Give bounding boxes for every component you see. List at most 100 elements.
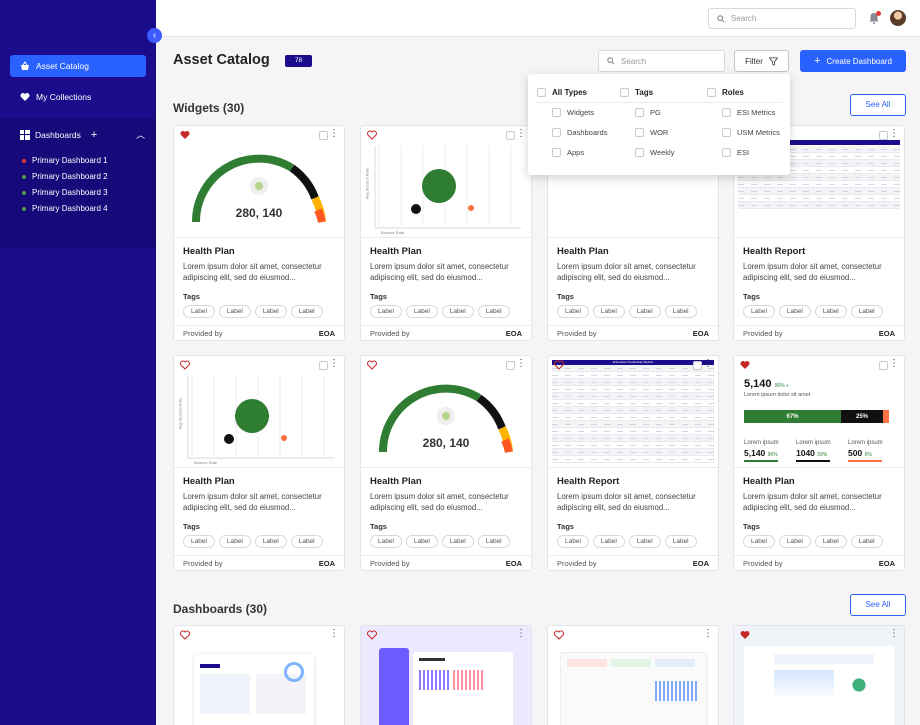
- sidebar-dashboard-1[interactable]: Primary Dashboard 1: [22, 156, 108, 165]
- more-icon[interactable]: ⋮: [889, 628, 899, 639]
- heart-outline-icon[interactable]: [180, 360, 190, 370]
- select-checkbox[interactable]: [319, 131, 328, 140]
- tag-pill[interactable]: Label: [814, 305, 847, 318]
- tag-pill[interactable]: Label: [441, 305, 474, 318]
- filter-option[interactable]: WOR: [635, 128, 668, 137]
- avatar[interactable]: [890, 10, 906, 26]
- tag-pill[interactable]: Label: [592, 305, 625, 318]
- more-icon[interactable]: ⋮: [703, 628, 713, 639]
- dashboard-card-4[interactable]: ⋮: [733, 625, 905, 725]
- filter-option[interactable]: Widgets: [552, 108, 594, 117]
- more-icon[interactable]: ⋮: [889, 128, 899, 139]
- dashboard-card-3[interactable]: ⋮: [547, 625, 719, 725]
- checkbox[interactable]: [635, 108, 644, 117]
- heart-outline-icon[interactable]: [367, 360, 377, 370]
- select-checkbox[interactable]: [879, 361, 888, 370]
- tag-pill[interactable]: Label: [664, 535, 697, 548]
- widget-card[interactable]: 5,140 96% + Lorem ipsum dolor sit amet 6…: [733, 355, 905, 571]
- dashboard-card-1[interactable]: ⋮: [173, 625, 345, 725]
- widgets-see-all-button[interactable]: See All: [850, 94, 906, 116]
- tag-pill[interactable]: Label: [850, 305, 883, 318]
- sidebar-item-my-collections[interactable]: My Collections: [10, 86, 146, 108]
- tag-pill[interactable]: Label: [814, 535, 847, 548]
- filter-option[interactable]: Dashboards: [552, 128, 607, 137]
- widget-card[interactable]: Avg Session Rate Bounce Rate ⋮ Health Pl…: [173, 355, 345, 571]
- filter-head-all-types[interactable]: All Types: [537, 88, 587, 97]
- filter-button[interactable]: Filter: [734, 50, 789, 72]
- tag-pill[interactable]: Label: [477, 305, 510, 318]
- heart-outline-icon[interactable]: [367, 130, 377, 140]
- checkbox[interactable]: [722, 108, 731, 117]
- widget-card[interactable]: 280, 140 ⋮ Health Plan Lorem ipsum dolor…: [173, 125, 345, 341]
- chevron-up-icon[interactable]: ︿: [135, 130, 145, 140]
- checkbox[interactable]: [552, 148, 561, 157]
- checkbox[interactable]: [635, 148, 644, 157]
- more-icon[interactable]: ⋮: [329, 128, 339, 139]
- tag-pill[interactable]: Label: [290, 305, 323, 318]
- select-checkbox[interactable]: [506, 131, 515, 140]
- tag-pill[interactable]: Label: [628, 535, 661, 548]
- more-icon[interactable]: ⋮: [889, 358, 899, 369]
- widget-card[interactable]: Enterprise Productivity Metrics ⋮ Health…: [547, 355, 719, 571]
- heart-outline-icon[interactable]: [554, 630, 564, 640]
- heart-outline-icon[interactable]: [554, 360, 564, 370]
- filter-option[interactable]: ESI Metrics: [722, 108, 775, 117]
- tag-pill[interactable]: Label: [183, 535, 215, 548]
- checkbox[interactable]: [552, 108, 561, 117]
- tag-pill[interactable]: Label: [441, 535, 474, 548]
- more-icon[interactable]: ⋮: [516, 128, 526, 139]
- add-dashboard-icon[interactable]: +: [90, 128, 98, 141]
- select-checkbox[interactable]: [319, 361, 328, 370]
- tag-pill[interactable]: Label: [183, 305, 215, 318]
- tag-pill[interactable]: Label: [743, 305, 775, 318]
- tag-pill[interactable]: Label: [557, 305, 589, 318]
- tag-pill[interactable]: Label: [370, 535, 402, 548]
- checkbox[interactable]: [537, 88, 546, 97]
- select-checkbox[interactable]: [693, 361, 702, 370]
- heart-filled-icon[interactable]: [740, 360, 750, 370]
- tag-pill[interactable]: Label: [218, 305, 251, 318]
- select-checkbox[interactable]: [506, 361, 515, 370]
- dashboard-card-2[interactable]: ⋮: [360, 625, 532, 725]
- heart-outline-icon[interactable]: [180, 630, 190, 640]
- catalog-search-input[interactable]: Search: [598, 50, 725, 72]
- tag-pill[interactable]: Label: [778, 535, 811, 548]
- tag-pill[interactable]: Label: [557, 535, 589, 548]
- filter-option[interactable]: Weekly: [635, 148, 674, 157]
- widget-card[interactable]: 280, 140 ⋮ Health Plan Lorem ipsum dolor…: [360, 355, 532, 571]
- widget-card[interactable]: Avg Session Rate Bounce Rate ⋮ Health Pl…: [360, 125, 532, 341]
- more-icon[interactable]: ⋮: [516, 358, 526, 369]
- sidebar-dashboard-4[interactable]: Primary Dashboard 4: [22, 204, 108, 213]
- checkbox[interactable]: [707, 88, 716, 97]
- tag-pill[interactable]: Label: [743, 535, 775, 548]
- widget-card[interactable]: ⋮ Health Report Lorem ipsum dolor sit am…: [733, 125, 905, 341]
- create-dashboard-button[interactable]: + Create Dashboard: [800, 50, 906, 72]
- tag-pill[interactable]: Label: [405, 305, 438, 318]
- tag-pill[interactable]: Label: [218, 535, 251, 548]
- more-icon[interactable]: ⋮: [329, 358, 339, 369]
- tag-pill[interactable]: Label: [664, 305, 697, 318]
- sidebar-dashboard-3[interactable]: Primary Dashboard 3: [22, 188, 108, 197]
- dashboards-header[interactable]: Dashboards + ︿: [20, 128, 145, 141]
- checkbox[interactable]: [552, 128, 561, 137]
- heart-filled-icon[interactable]: [740, 630, 750, 640]
- tag-pill[interactable]: Label: [370, 305, 402, 318]
- checkbox[interactable]: [620, 88, 629, 97]
- tag-pill[interactable]: Label: [592, 535, 625, 548]
- heart-outline-icon[interactable]: [367, 630, 377, 640]
- checkbox[interactable]: [722, 148, 731, 157]
- tag-pill[interactable]: Label: [290, 535, 323, 548]
- collapse-sidebar-button[interactable]: ‹: [147, 28, 162, 43]
- tag-pill[interactable]: Label: [254, 535, 287, 548]
- select-checkbox[interactable]: [879, 131, 888, 140]
- sidebar-item-asset-catalog[interactable]: Asset Catalog: [10, 55, 146, 77]
- filter-option[interactable]: USM Metrics: [722, 128, 780, 137]
- sidebar-dashboard-2[interactable]: Primary Dashboard 2: [22, 172, 108, 181]
- filter-head-roles[interactable]: Roles: [707, 88, 744, 97]
- more-icon[interactable]: ⋮: [329, 628, 339, 639]
- tag-pill[interactable]: Label: [405, 535, 438, 548]
- global-search-input[interactable]: Search: [708, 8, 856, 29]
- more-icon[interactable]: ⋮: [703, 358, 713, 369]
- more-icon[interactable]: ⋮: [516, 628, 526, 639]
- tag-pill[interactable]: Label: [628, 305, 661, 318]
